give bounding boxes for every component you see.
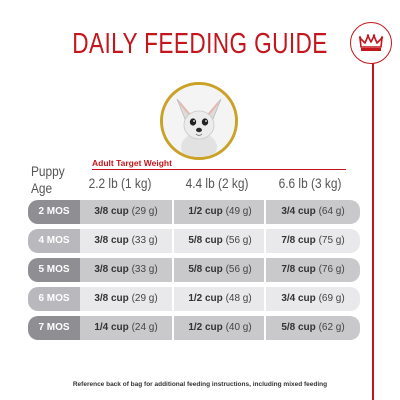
brand-divider-line (372, 52, 374, 400)
age-cell: 7 MOS (28, 316, 80, 340)
amount-cell: 3/8 cup (29 g) (80, 287, 172, 311)
amount-cell: 1/2 cup (49 g) (172, 200, 266, 224)
age-cell: 5 MOS (28, 258, 80, 282)
puppy-age-header: Puppy Age (31, 163, 65, 196)
adult-target-weight-underline (92, 169, 346, 170)
amount-cell: 3/4 cup (64 g) (264, 200, 360, 224)
table-row: 6 MOS 3/8 cup (29 g) 1/2 cup (48 g) 3/4 … (28, 287, 360, 311)
age-cell: 6 MOS (28, 287, 80, 311)
table-row: 4 MOS 3/8 cup (33 g) 5/8 cup (56 g) 7/8 … (28, 229, 360, 253)
amount-cell: 1/2 cup (48 g) (172, 287, 266, 311)
amount-cell: 7/8 cup (75 g) (264, 229, 360, 253)
amount-cell: 1/2 cup (40 g) (172, 316, 266, 340)
table-row: 2 MOS 3/8 cup (29 g) 1/2 cup (49 g) 3/4 … (28, 200, 360, 224)
table-row: 5 MOS 3/8 cup (33 g) 5/8 cup (56 g) 7/8 … (28, 258, 360, 282)
amount-cell: 1/4 cup (24 g) (80, 316, 172, 340)
amount-cell: 7/8 cup (76 g) (264, 258, 360, 282)
amount-cell: 3/8 cup (33 g) (80, 229, 172, 253)
amount-cell: 5/8 cup (56 g) (172, 229, 266, 253)
amount-cell: 3/8 cup (29 g) (80, 200, 172, 224)
amount-cell: 5/8 cup (56 g) (172, 258, 266, 282)
age-cell: 2 MOS (28, 200, 80, 224)
amount-cell: 3/8 cup (33 g) (80, 258, 172, 282)
weight-header-3: 6.6 lb (3 kg) (278, 175, 342, 191)
adult-target-weight-label: Adult Target Weight (92, 158, 172, 168)
crown-logo-icon (350, 22, 392, 64)
table-row: 7 MOS 1/4 cup (24 g) 1/2 cup (40 g) 5/8 … (28, 316, 360, 340)
age-cell: 4 MOS (28, 229, 80, 253)
amount-cell: 3/4 cup (69 g) (264, 287, 360, 311)
puppy-photo (160, 82, 238, 160)
weight-header-2: 4.4 lb (2 kg) (185, 175, 249, 191)
footer-note: Reference back of bag for additional fee… (72, 381, 328, 388)
page-title: DAILY FEEDING GUIDE (72, 28, 328, 60)
weight-header-1: 2.2 lb (1 kg) (88, 175, 152, 191)
amount-cell: 5/8 cup (62 g) (264, 316, 360, 340)
